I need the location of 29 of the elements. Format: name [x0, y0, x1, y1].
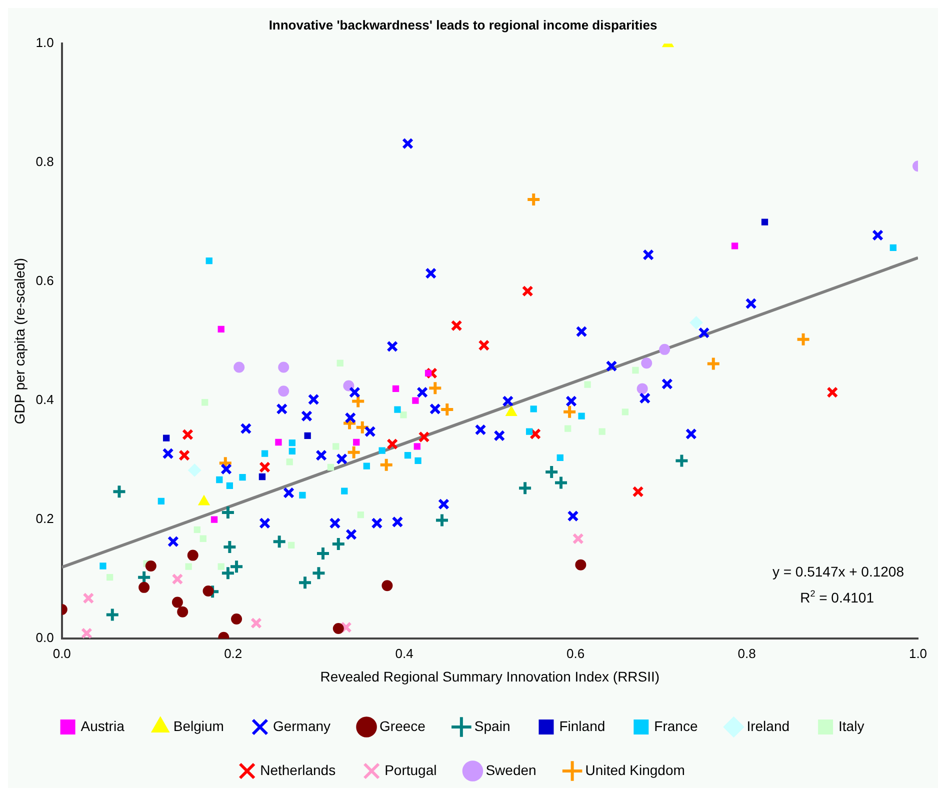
- y-tick-label: 0.0: [36, 630, 54, 646]
- legend-label: Greece: [380, 718, 426, 734]
- x-tick-label: 1.0: [908, 646, 928, 661]
- x-tick-label: 0.6: [566, 646, 585, 661]
- annotation: y = 0.5147x + 0.1208: [772, 564, 904, 580]
- x-tick-label: 0.8: [738, 646, 756, 661]
- legend-label: Spain: [474, 718, 510, 734]
- legend-label: Sweden: [486, 762, 536, 778]
- y-tick-label: 0.8: [36, 154, 54, 170]
- y-tick-label: 1.0: [36, 35, 54, 50]
- legend-label: Ireland: [746, 718, 790, 734]
- legend-label: United Kingdom: [585, 762, 685, 778]
- y-axis-title: GDP per capita (re-scaled): [11, 258, 28, 424]
- x-axis-title: Revealed Regional Summary Innovation Index (RRSII): [320, 668, 660, 684]
- x-tick-label: 0.2: [224, 646, 242, 661]
- y-tick-label: 0.2: [36, 511, 54, 526]
- legend-label: Portugal: [384, 762, 437, 778]
- x-tick-label: 0.4: [395, 646, 414, 661]
- y-tick-label: 0.4: [36, 392, 54, 408]
- y-tick-label: 0.6: [36, 273, 54, 288]
- legend-label: France: [654, 718, 698, 734]
- legend-label: Italy: [838, 718, 864, 734]
- legend-label: Belgium: [173, 718, 224, 734]
- legend-label: Netherlands: [260, 762, 336, 778]
- legend-label: Germany: [272, 718, 331, 734]
- x-tick-label: 0.0: [52, 646, 71, 661]
- chart-title: Innovative 'backwardness' leads to regional income disparities: [268, 17, 658, 32]
- legend-label: Finland: [559, 718, 606, 734]
- legend-label: Austria: [80, 718, 125, 734]
